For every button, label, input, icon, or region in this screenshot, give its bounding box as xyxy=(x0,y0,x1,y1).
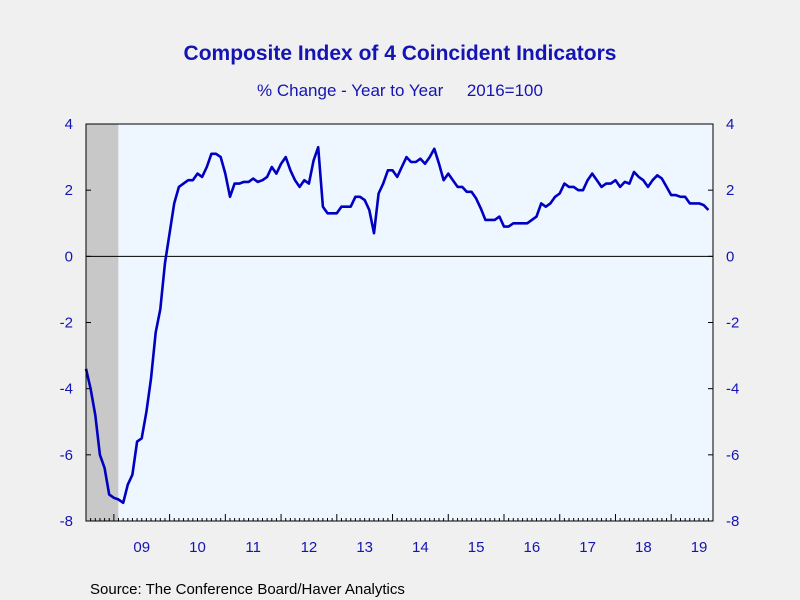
y-tick-label-right: 4 xyxy=(726,116,734,133)
y-tick-label-left: -8 xyxy=(60,513,73,530)
x-axis: 09 10 11 12 13 14 15 16 17 18 19 xyxy=(133,539,707,556)
x-tick-label: 18 xyxy=(635,539,652,556)
x-tick-label: 10 xyxy=(189,539,206,556)
y-tick-label-left: -6 xyxy=(60,447,73,464)
y-tick-label-left: -2 xyxy=(60,315,73,332)
x-tick-label: 09 xyxy=(133,539,150,556)
chart-subtitle: % Change - Year to Year 2016=100 xyxy=(257,81,543,100)
x-tick-label: 15 xyxy=(468,539,485,556)
x-tick-label: 17 xyxy=(579,539,596,556)
y-tick-label-right: 0 xyxy=(726,248,734,265)
plot-frame xyxy=(85,123,714,522)
y-tick-label-right: 2 xyxy=(726,182,734,199)
series-line xyxy=(84,145,710,505)
chart-title: Composite Index of 4 Coincident Indicato… xyxy=(184,42,617,65)
x-tick-label: 13 xyxy=(356,539,373,556)
y-tick-label-left: 4 xyxy=(65,116,73,133)
y-tick-label-right: -2 xyxy=(726,315,739,332)
x-tick-label: 12 xyxy=(301,539,318,556)
y-tick-label-right: -6 xyxy=(726,447,739,464)
x-tick-label: 16 xyxy=(524,539,541,556)
recession-shading xyxy=(86,124,119,521)
y-tick-label-left: 2 xyxy=(65,182,73,199)
y-tick-label-left: -4 xyxy=(60,381,73,398)
y-tick-label-left: 0 xyxy=(65,248,73,265)
source-note: Source: The Conference Board/Haver Analy… xyxy=(90,581,405,598)
x-tick-label: 19 xyxy=(691,539,708,556)
plot-area xyxy=(86,124,713,521)
y-axis-right: -8 -6 -4 -2 0 2 4 xyxy=(726,116,739,530)
x-tick-label: 11 xyxy=(245,539,261,556)
y-tick-label-right: -4 xyxy=(726,381,739,398)
x-tick-label: 14 xyxy=(412,539,429,556)
y-tick-label-right: -8 xyxy=(726,513,739,530)
y-axis-left: -8 -6 -4 -2 0 2 4 xyxy=(60,116,73,530)
